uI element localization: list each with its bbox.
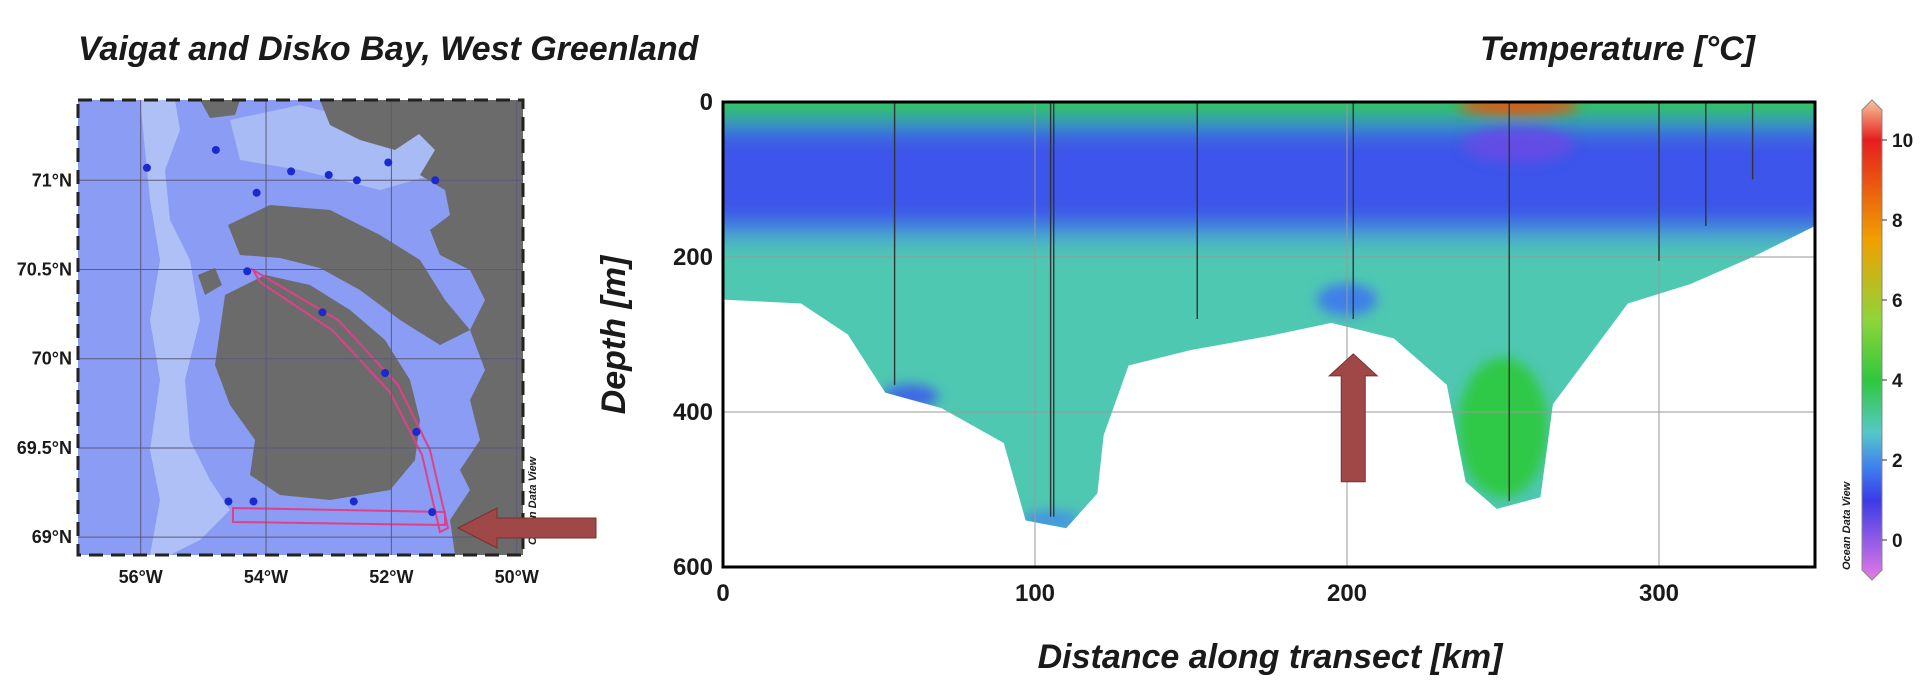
x-tick-label: 100 <box>1015 580 1055 607</box>
colorbar-watermark: Ocean Data View <box>1841 480 1853 570</box>
colorbar-tick-label: 4 <box>1892 371 1903 392</box>
map-frame <box>76 98 525 557</box>
section-feature-blob <box>1463 126 1574 163</box>
map-lon-tick-label: 56°W <box>119 567 163 587</box>
map-lat-tick-label: 69°N <box>32 527 72 547</box>
map-title: Vaigat and Disko Bay, West Greenland <box>78 30 699 68</box>
colorbar-tick-label: 10 <box>1892 131 1913 152</box>
section-arrow <box>1327 353 1379 483</box>
section-frame <box>721 100 1817 569</box>
map-station-point <box>287 167 296 176</box>
map-station-point <box>243 267 252 276</box>
map-arrow <box>456 507 597 549</box>
map-land-nuussuaq <box>228 205 470 345</box>
map-station-point <box>324 170 333 179</box>
map-shelf <box>140 100 230 555</box>
map-station-point <box>211 145 220 154</box>
map-lon-tick-label: 54°W <box>244 567 288 587</box>
station-map: 71°N 70.5°N 70°N 69.5°N 69°N 56°W 54°W 52°W 50°… <box>17 98 597 587</box>
temperature-section: 0 100 200 300 0 200 400 600 Distance along tra… <box>595 89 1817 676</box>
map-station-point <box>431 176 440 185</box>
map-station-point <box>142 163 151 172</box>
section-feature-blob <box>1458 357 1548 498</box>
map-station-point <box>412 427 421 436</box>
colorbar-tick-label: 6 <box>1892 291 1903 312</box>
map-lat-tick-label: 70.5°N <box>17 260 72 280</box>
x-tick-label: 0 <box>716 580 729 607</box>
y-tick-label: 0 <box>700 89 713 116</box>
map-station-point <box>352 176 361 185</box>
x-tick-label: 300 <box>1639 580 1679 607</box>
map-transect-track <box>250 267 450 534</box>
section-feature-blob <box>1458 102 1579 116</box>
map-land-islet <box>200 100 240 118</box>
map-station-point <box>381 369 390 377</box>
y-tick-label: 400 <box>673 399 713 426</box>
map-land-islet2 <box>198 268 222 295</box>
colorbar-tick-label: 2 <box>1892 451 1903 472</box>
bathymetry-mask <box>723 226 1815 567</box>
y-tick-label: 200 <box>673 244 713 271</box>
map-lon-tick-label: 50°W <box>495 567 539 587</box>
y-tick-label: 600 <box>673 554 713 581</box>
map-station-point <box>428 508 437 517</box>
map-station-point <box>252 188 261 197</box>
map-station-point <box>224 497 233 506</box>
colorbar-tick-label: 0 <box>1892 531 1903 552</box>
map-land-north <box>320 100 440 150</box>
map-transect-track-south <box>232 506 446 527</box>
colorbar: 10 8 6 4 2 0 Ocean Data View <box>1841 99 1913 581</box>
colorbar-scale <box>1861 99 1883 581</box>
map-lat-tick-label: 71°N <box>32 170 72 190</box>
x-axis-label: Distance along transect [km] <box>1038 638 1504 676</box>
colorbar-tick-label: 8 <box>1892 211 1903 232</box>
map-lon-tick-label: 52°W <box>369 567 413 587</box>
map-station-point <box>384 158 393 167</box>
section-layer-cold-core <box>723 121 1815 234</box>
x-tick-label: 200 <box>1327 580 1367 607</box>
map-lat-tick-label: 70°N <box>32 349 72 369</box>
y-axis-label: Depth [m] <box>595 254 633 414</box>
map-station-point <box>249 497 258 506</box>
map-land-mainland <box>415 100 523 555</box>
map-station-point <box>349 497 358 506</box>
map-station-point <box>318 308 327 317</box>
section-title: Temperature [°C] <box>1480 30 1755 68</box>
map-lat-tick-label: 69.5°N <box>17 438 72 458</box>
